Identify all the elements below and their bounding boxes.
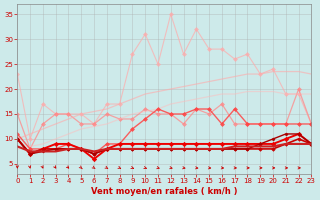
X-axis label: Vent moyen/en rafales ( km/h ): Vent moyen/en rafales ( km/h )	[91, 187, 238, 196]
